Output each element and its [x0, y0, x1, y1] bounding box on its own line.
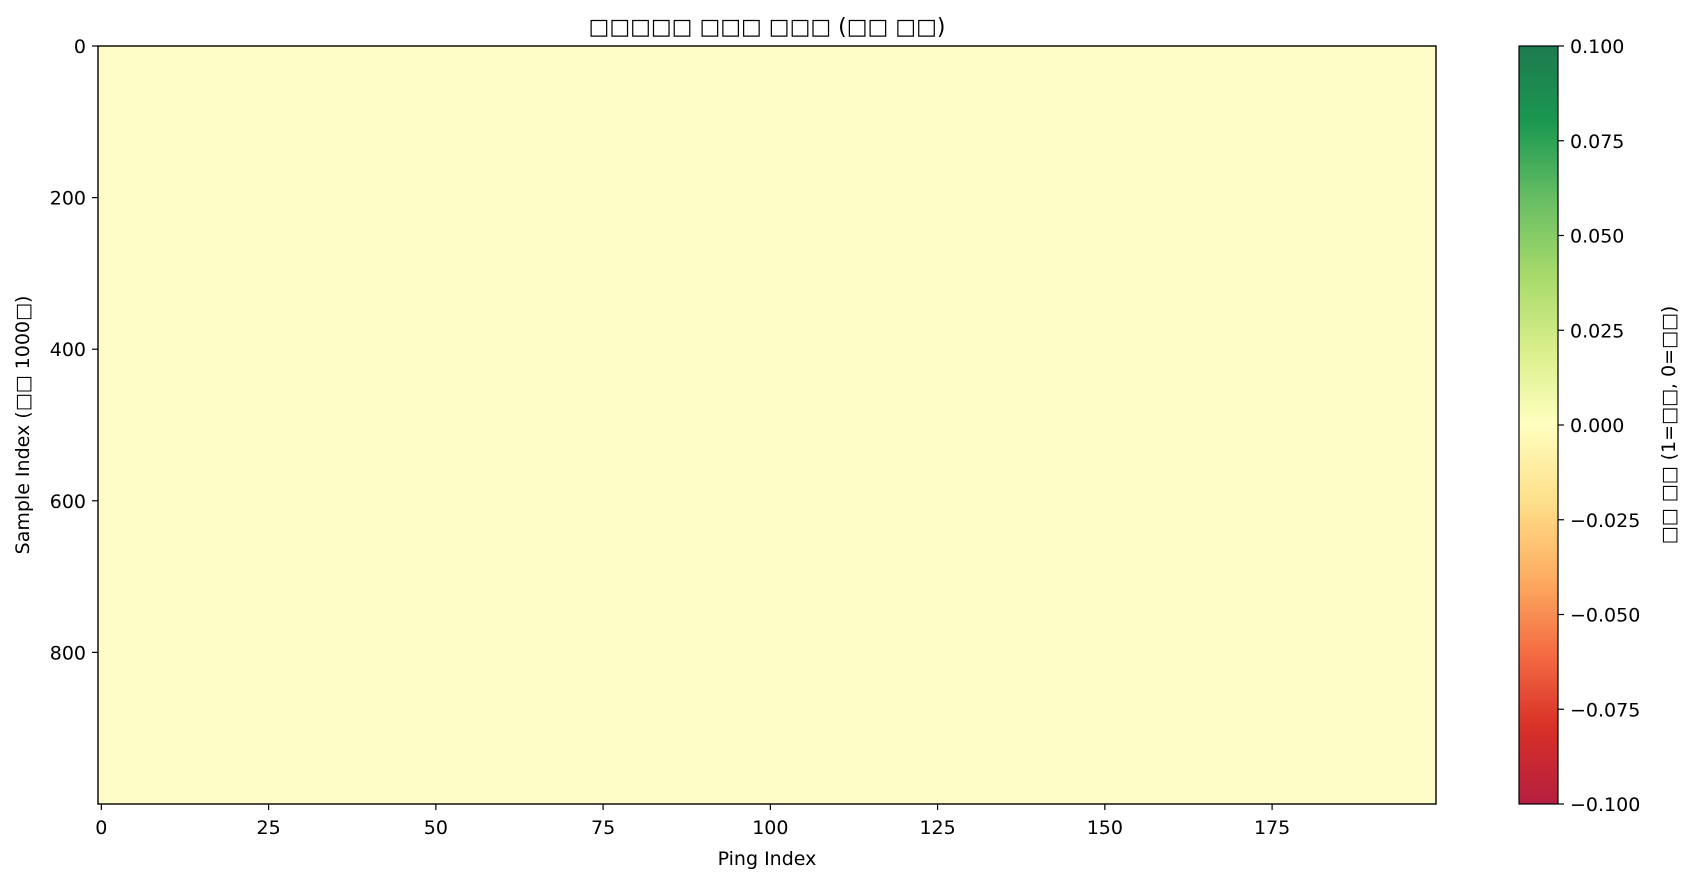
x-tick-label: 100: [752, 817, 788, 839]
x-axis-ticks: 0 25 50 75 100 125 150 175: [95, 804, 1290, 839]
x-tick-label: 50: [424, 817, 448, 839]
colorbar-tick-label: −0.075: [1570, 699, 1640, 721]
y-tick-label: 600: [50, 491, 86, 513]
colorbar-tick-label: 0.000: [1570, 415, 1624, 437]
x-axis-label: Ping Index: [718, 848, 817, 870]
chart-title: □□□□□ □□□ □□□ (□□ □□): [589, 15, 946, 40]
x-tick-label: 25: [257, 817, 281, 839]
y-axis-label: Sample Index (□□ 1000□): [12, 296, 34, 555]
colorbar-tick-label: −0.025: [1570, 510, 1640, 532]
y-axis-ticks: 0 200 400 600 800: [50, 36, 98, 664]
colorbar-tick-label: 0.050: [1570, 226, 1624, 248]
y-tick-label: 400: [50, 339, 86, 361]
colorbar-tick-label: 0.075: [1570, 131, 1624, 153]
x-tick-label: 0: [95, 817, 107, 839]
colorbar-ticks: 0.100 0.075 0.050 0.025 0.000 −0.025 −0.050 −0.…: [1558, 36, 1640, 816]
y-tick-label: 800: [50, 642, 86, 664]
plot-frame: [97, 45, 1437, 805]
x-tick-label: 175: [1254, 817, 1290, 839]
colorbar-tick-label: −0.100: [1570, 794, 1640, 816]
y-tick-label: 200: [50, 188, 86, 210]
x-tick-label: 150: [1087, 817, 1123, 839]
x-tick-label: 75: [591, 817, 615, 839]
heatmap-cells: [98, 46, 1436, 804]
colorbar-label: □□ □□ (1=□□, 0=□□): [1658, 306, 1680, 545]
colorbar-tick-label: 0.025: [1570, 320, 1624, 342]
colorbar-tick-label: 0.100: [1570, 36, 1624, 58]
colorbar-tick-label: −0.050: [1570, 605, 1640, 627]
y-tick-label: 0: [74, 36, 86, 58]
x-tick-label: 125: [919, 817, 955, 839]
colorbar: [1518, 45, 1559, 805]
